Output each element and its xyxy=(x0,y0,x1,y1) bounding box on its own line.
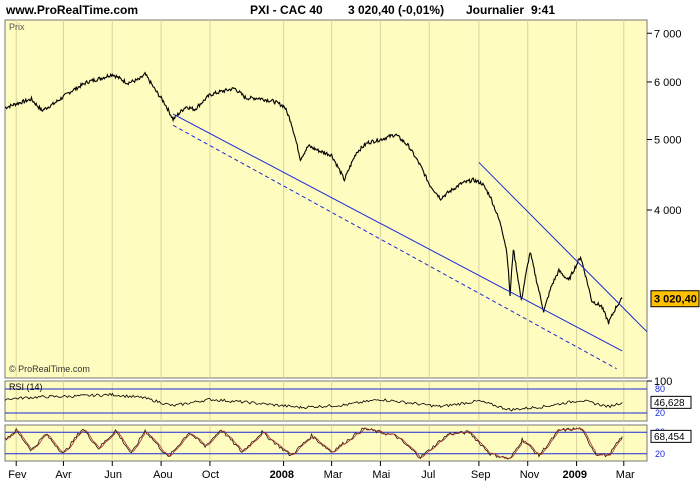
price-y-axis: 7 000 6 000 5 000 4 000 3 020,40 xyxy=(647,28,700,308)
rsi-panel-label: RSI (14) xyxy=(9,382,43,392)
price-series xyxy=(4,71,648,370)
rsi-last-value-box xyxy=(650,395,692,409)
price-gridlines xyxy=(15,20,625,378)
trendline-lower-dashed xyxy=(172,124,617,370)
y-tick-label-2: 5 000 xyxy=(654,135,682,147)
stoch-signal-line xyxy=(4,427,623,459)
level-label-20: 20 xyxy=(655,408,665,418)
level-label-20: 20 xyxy=(655,449,665,459)
y-tick-label-0: 7 000 xyxy=(654,28,682,40)
y-tick-label-3: 4 000 xyxy=(654,205,682,217)
x-tick-label-2: Jun xyxy=(104,469,122,481)
rsi-panel xyxy=(4,380,648,422)
prix-last-value-label: 3 020,40 xyxy=(654,294,697,306)
rsi-last-value-label: 46,628 xyxy=(654,398,685,409)
x-tick-label-12: Mar xyxy=(616,469,635,481)
price-panel xyxy=(4,19,648,379)
prix-last-value-box xyxy=(650,290,700,308)
x-tick-label-0: Fev xyxy=(8,469,27,481)
watermark: © ProRealTime.com xyxy=(9,364,90,374)
stochastique-line-0 xyxy=(4,427,623,460)
header-bar xyxy=(0,0,700,18)
stoch-series xyxy=(4,427,647,460)
level-label-80: 80 xyxy=(655,384,665,394)
stochastique-last-value-label: 68,454 xyxy=(654,432,685,443)
y-tick-label-1: 6 000 xyxy=(654,77,682,89)
x-tick-label-5: 2008 xyxy=(270,469,294,481)
rsi-gridlines xyxy=(15,381,625,421)
x-tick-label-3: Aou xyxy=(153,469,173,481)
stoch-gridlines xyxy=(15,425,625,461)
stochastique-last-value-box xyxy=(650,429,692,443)
x-tick-label-8: Jul xyxy=(421,469,435,481)
x-tick-label-6: Mar xyxy=(324,469,343,481)
rsi-line-0 xyxy=(4,392,623,412)
price-panel-label: Prix xyxy=(9,22,25,32)
x-tick-label-10: Nov xyxy=(520,469,540,481)
rsi-y-axis: 80 20 100 46,628 xyxy=(647,376,692,418)
trendline-resistance xyxy=(478,162,648,333)
quote-label: 3 020,40 (-0,01%) xyxy=(348,3,444,17)
period-label: Journalier xyxy=(466,3,524,17)
site-label: www.ProRealTime.com xyxy=(5,3,138,17)
x-tick-label-4: Oct xyxy=(202,469,219,481)
trendline-upper-channel xyxy=(172,113,623,352)
x-tick-label-7: Mai xyxy=(372,469,390,481)
instrument-label: PXI - CAC 40 xyxy=(250,3,323,17)
x-axis: Fev Avr Jun Aou Oct 2008 Mar Mai Jul Sep Nov 2009 Ma… xyxy=(8,461,635,481)
rsi-series xyxy=(4,388,647,414)
x-tick-label-1: Avr xyxy=(55,469,72,481)
x-tick-label-11: 2009 xyxy=(563,469,587,481)
stoch-y-axis: 802068,454 xyxy=(650,427,692,459)
time-label: 9:41 xyxy=(531,3,555,17)
x-tick-label-9: Sep xyxy=(471,469,491,481)
y-tick-label-0: 100 xyxy=(654,376,672,388)
prix-line-0 xyxy=(4,71,623,325)
